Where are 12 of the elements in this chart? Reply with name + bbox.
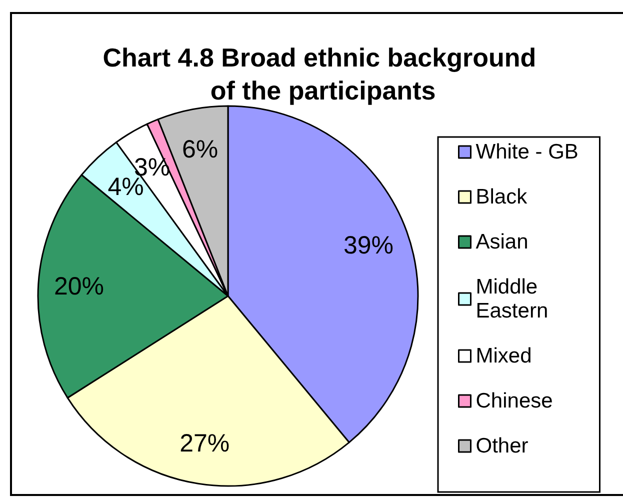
legend-label: Chinese bbox=[476, 390, 553, 412]
legend-label: Black bbox=[476, 186, 528, 208]
legend-label: Other bbox=[476, 434, 528, 458]
data-label: 27% bbox=[180, 429, 230, 458]
data-label: 39% bbox=[343, 231, 394, 260]
chart-title: Chart 4.8 Broad ethnic background of the participants bbox=[102, 42, 544, 106]
legend-label: Mixed bbox=[476, 344, 532, 368]
legend-label: White - GB bbox=[476, 140, 578, 164]
data-label: 6% bbox=[182, 135, 218, 164]
legend-label: Asian bbox=[476, 230, 528, 254]
legend-label: Middle Eastern bbox=[476, 276, 548, 322]
data-label: 20% bbox=[54, 272, 104, 301]
